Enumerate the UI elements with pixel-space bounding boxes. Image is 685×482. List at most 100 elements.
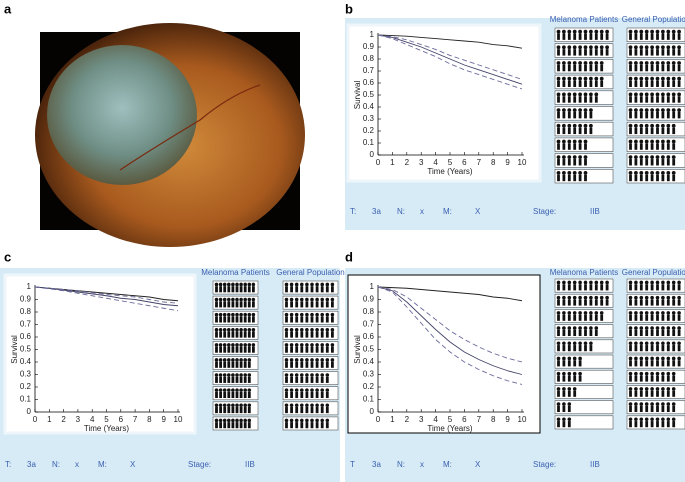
icon-body xyxy=(223,316,227,323)
icon-head xyxy=(567,402,572,406)
icon-body xyxy=(235,376,239,383)
icon-head xyxy=(222,358,227,362)
icon-head xyxy=(589,92,593,97)
icon-body xyxy=(305,422,309,429)
icon-body xyxy=(645,299,649,306)
icon-head xyxy=(289,297,294,302)
icon-body xyxy=(320,391,324,399)
icon-head xyxy=(556,326,561,330)
icon-head xyxy=(644,341,649,346)
icon-head xyxy=(661,139,665,144)
icon-body xyxy=(629,127,632,135)
icon-head xyxy=(677,356,681,361)
icon-head xyxy=(644,155,649,160)
icon-body xyxy=(305,316,309,323)
icon-head xyxy=(594,311,599,315)
icon-body xyxy=(600,314,604,321)
icon-body xyxy=(567,174,571,182)
staging-text: 3a xyxy=(27,460,36,469)
fundus-photo xyxy=(35,23,305,247)
icon-body xyxy=(215,361,218,368)
icon-head xyxy=(655,326,660,330)
icon-body xyxy=(219,422,222,429)
icon-head xyxy=(305,358,309,362)
icon-body xyxy=(634,174,638,182)
icon-head xyxy=(599,45,604,50)
x-tick-label: 5 xyxy=(104,415,109,424)
icon-head xyxy=(289,403,294,408)
icon-body xyxy=(661,127,665,135)
icon-body xyxy=(295,301,299,308)
icon-head xyxy=(671,356,676,361)
icon-body xyxy=(227,391,231,399)
icon-row xyxy=(628,108,681,119)
icon-body xyxy=(600,80,604,87)
icon-body xyxy=(285,361,288,368)
icon-body xyxy=(215,376,218,383)
icon-body xyxy=(310,361,314,368)
icon-head xyxy=(567,280,572,285)
icon-body xyxy=(219,361,222,368)
icon-head xyxy=(305,297,309,302)
icon-head xyxy=(556,341,561,346)
icon-head xyxy=(214,418,219,423)
icon-head xyxy=(628,280,633,285)
icon-body xyxy=(223,407,227,414)
icon-body xyxy=(567,111,571,119)
icon-head xyxy=(634,280,638,285)
icon-head xyxy=(572,92,577,97)
icon-head xyxy=(589,280,593,285)
icon-body xyxy=(235,361,239,368)
icon-head xyxy=(578,280,582,285)
icon-body xyxy=(578,314,582,321)
icon-head xyxy=(222,343,227,347)
icon-body xyxy=(231,301,235,308)
icon-head xyxy=(214,327,219,332)
icon-head xyxy=(671,387,676,391)
icon-body xyxy=(584,127,587,135)
ci-line xyxy=(377,34,523,80)
x-tick-label: 1 xyxy=(47,415,52,424)
icon-row xyxy=(628,280,681,291)
icon-head xyxy=(666,326,671,330)
icon-body xyxy=(290,407,293,414)
icon-body xyxy=(578,284,582,291)
icon-head xyxy=(671,311,676,315)
staging-text: x xyxy=(420,207,424,216)
icon-head xyxy=(300,373,304,377)
icon-body xyxy=(223,391,227,399)
icon-head xyxy=(330,297,335,302)
icon-head xyxy=(562,123,566,128)
icon-head xyxy=(655,29,660,34)
icon-head xyxy=(294,403,299,408)
icon-head xyxy=(320,418,324,423)
icon-body xyxy=(650,80,654,87)
icon-head xyxy=(305,403,309,408)
icon-body xyxy=(661,49,665,56)
icon-head xyxy=(235,388,239,392)
icon-body xyxy=(290,346,293,353)
icon-head xyxy=(578,371,582,376)
icon-body xyxy=(645,405,649,413)
icon-body xyxy=(235,422,239,429)
icon-head xyxy=(594,45,599,50)
icon-head xyxy=(661,371,665,376)
icon-head xyxy=(572,155,577,160)
icon-body xyxy=(239,286,243,293)
icon-body xyxy=(656,375,659,382)
y-tick-label: 0.1 xyxy=(363,138,375,147)
icon-body xyxy=(661,360,665,367)
icon-head xyxy=(589,123,593,128)
icon-body xyxy=(325,346,329,353)
icon-head xyxy=(227,418,231,423)
icon-head xyxy=(572,61,577,65)
icon-head xyxy=(634,371,638,376)
icon-body xyxy=(650,159,654,166)
icon-head xyxy=(589,311,593,315)
icon-body xyxy=(320,361,324,368)
icon-head xyxy=(305,327,309,332)
icon-body xyxy=(584,33,587,40)
icon-row xyxy=(628,139,676,150)
y-tick-label: 1 xyxy=(370,30,375,39)
icon-row xyxy=(556,280,609,291)
